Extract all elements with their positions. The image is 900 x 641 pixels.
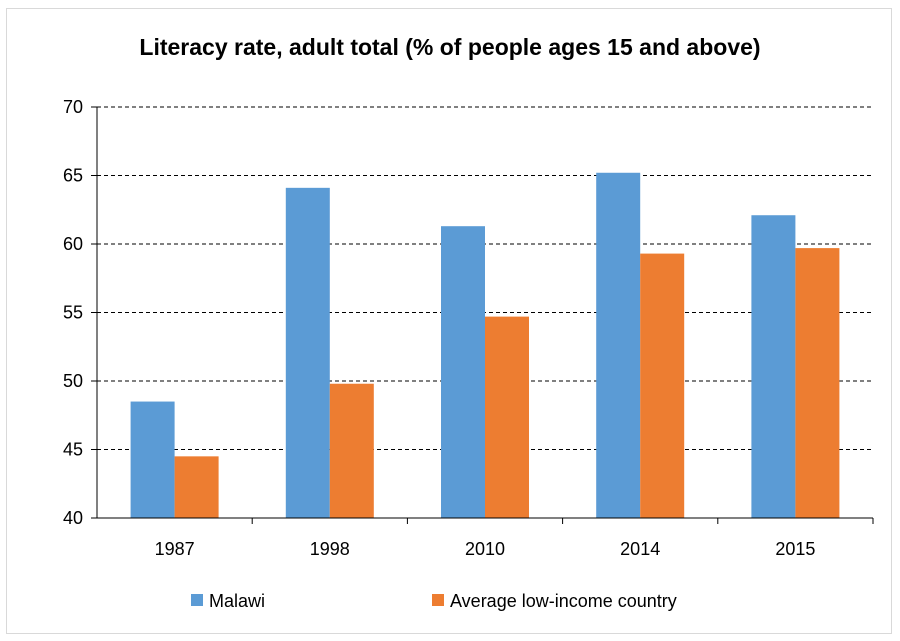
bar-malawi-2015	[751, 215, 796, 519]
legend-swatch-1	[432, 594, 444, 606]
bar-average-low-income-country-2015	[795, 248, 840, 519]
x-tick-label: 2014	[620, 539, 660, 559]
x-tick-label: 2010	[465, 539, 505, 559]
bars	[130, 172, 840, 519]
bar-average-low-income-country-2014	[640, 253, 685, 518]
y-tick-label: 55	[63, 303, 83, 323]
bar-malawi-2014	[596, 172, 641, 518]
legend: Malawi Average low-income country	[191, 591, 677, 611]
y-tick-label: 60	[63, 234, 83, 254]
bar-malawi-1987	[130, 401, 175, 518]
y-tick-label: 65	[63, 166, 83, 186]
x-tick-label: 2015	[775, 539, 815, 559]
bar-average-low-income-country-2010	[485, 316, 529, 518]
legend-label-0: Malawi	[209, 591, 265, 611]
y-tick-label: 40	[63, 508, 83, 528]
legend-label-1: Average low-income country	[450, 591, 677, 611]
y-tick-label: 50	[63, 371, 83, 391]
x-tick-label: 1987	[155, 539, 195, 559]
bar-malawi-2010	[441, 226, 485, 518]
y-axis-ticks: 40 45 50 55 60 65 70	[63, 97, 97, 528]
x-axis-ticks: 1987 1998 2010 2014 2015	[155, 518, 874, 559]
bar-average-low-income-country-1987	[174, 456, 219, 518]
y-tick-label: 70	[63, 97, 83, 117]
y-tick-label: 45	[63, 440, 83, 460]
chart-title: Literacy rate, adult total (% of people …	[139, 34, 761, 60]
legend-swatch-0	[191, 594, 203, 606]
bar-average-low-income-country-1998	[329, 383, 374, 518]
bar-malawi-1998	[285, 187, 330, 518]
x-tick-label: 1998	[310, 539, 350, 559]
